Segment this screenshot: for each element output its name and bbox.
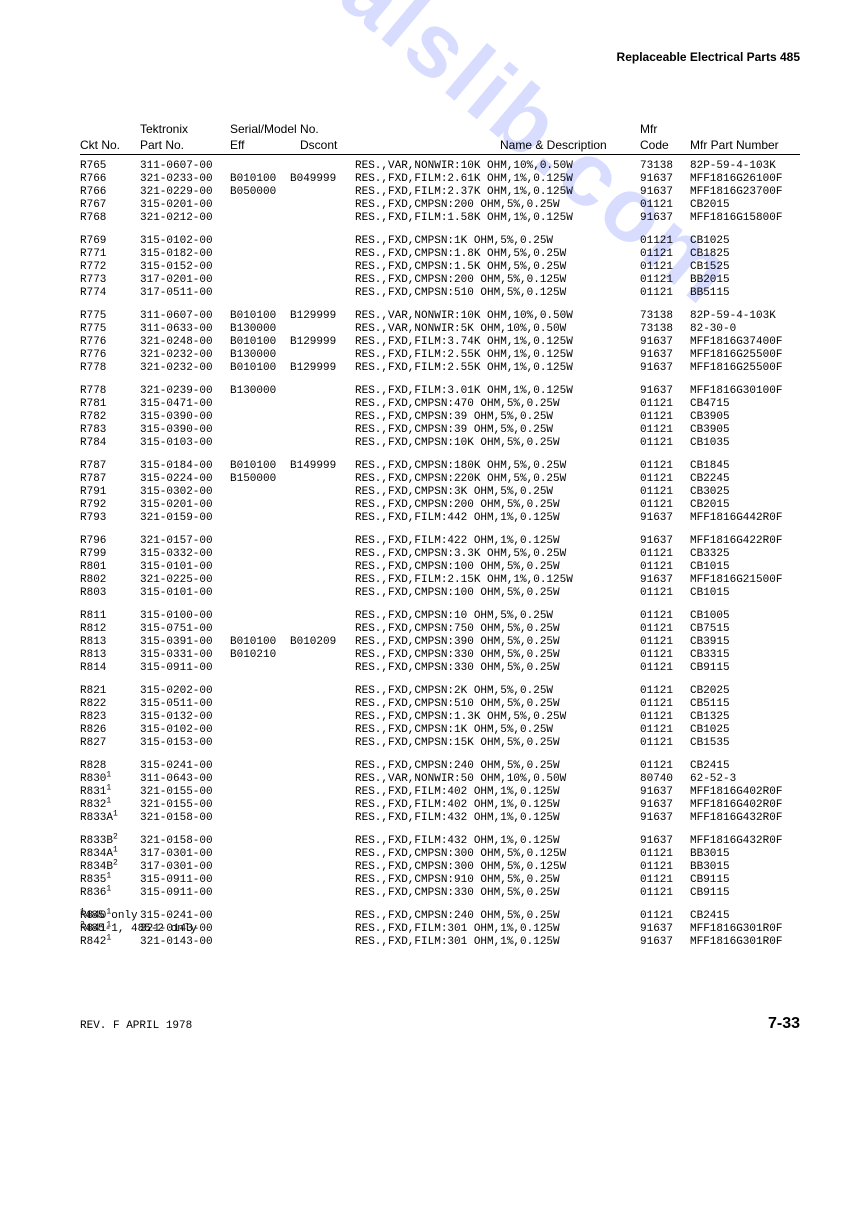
table-row: R814315-0911-00RES.,FXD,CMPSN:330 OHM,5%… [80,662,800,675]
table-row: R823315-0132-00RES.,FXD,CMPSN:1.3K OHM,5… [80,711,800,724]
table-row: R765311-0607-00RES.,VAR,NONWIR:10K OHM,1… [80,160,800,173]
table-row: R827315-0153-00RES.,FXD,CMPSN:15K OHM,5%… [80,737,800,750]
table-row: R799315-0332-00RES.,FXD,CMPSN:3.3K OHM,5… [80,548,800,561]
table-row: R776321-0232-00B130000RES.,FXD,FILM:2.55… [80,349,800,362]
footnote-2: 485-1, 485-2 only [85,923,197,935]
table-row: R787315-0224-00B150000RES.,FXD,CMPSN:220… [80,473,800,486]
table-row: R769315-0102-00RES.,FXD,CMPSN:1K OHM,5%,… [80,235,800,248]
table-row: R801315-0101-00RES.,FXD,CMPSN:100 OHM,5%… [80,561,800,574]
table-body: R765311-0607-00RES.,VAR,NONWIR:10K OHM,1… [80,160,800,949]
table-row: R782315-0390-00RES.,FXD,CMPSN:39 OHM,5%,… [80,411,800,424]
doc-title: Replaceable Electrical Parts 485 [617,50,800,64]
table-header: Ckt No. Tektronix Part No. Serial/Model … [80,120,800,155]
table-row: R812315-0751-00RES.,FXD,CMPSN:750 OHM,5%… [80,623,800,636]
col-serial-top: Serial/Model No. [230,122,319,136]
table-row: R834B2317-0301-00RES.,FXD,CMPSN:300 OHM,… [80,861,800,874]
table-row: R802321-0225-00RES.,FXD,FILM:2.15K OHM,1… [80,574,800,587]
table-row: R833B2321-0158-00RES.,FXD,FILM:432 OHM,1… [80,835,800,848]
table-row: R787315-0184-00B010100B149999RES.,FXD,CM… [80,460,800,473]
col-part-top: Tektronix [140,122,188,136]
table-row: R8301311-0643-00RES.,VAR,NONWIR:50 OHM,1… [80,773,800,786]
table-row: R766321-0229-00B050000RES.,FXD,FILM:2.37… [80,186,800,199]
table-row: R783315-0390-00RES.,FXD,CMPSN:39 OHM,5%,… [80,424,800,437]
table-row: R778321-0232-00B010100B129999RES.,FXD,FI… [80,362,800,375]
table-row: R811315-0100-00RES.,FXD,CMPSN:10 OHM,5%,… [80,610,800,623]
col-ckt: Ckt No. [80,138,120,152]
table-row: R834A1317-0301-00RES.,FXD,CMPSN:300 OHM,… [80,848,800,861]
table-row: R8351315-0911-00RES.,FXD,CMPSN:910 OHM,5… [80,874,800,887]
table-row: R771315-0182-00RES.,FXD,CMPSN:1.8K OHM,5… [80,248,800,261]
table-row: R821315-0202-00RES.,FXD,CMPSN:2K OHM,5%,… [80,685,800,698]
table-row: R8421321-0143-00RES.,FXD,FILM:301 OHM,1%… [80,936,800,949]
footnotes: 1485 only 2485-1, 485-2 only [80,910,197,936]
table-row: R773317-0201-00RES.,FXD,CMPSN:200 OHM,5%… [80,274,800,287]
col-part: Part No. [140,138,184,152]
table-row: R778321-0239-00B130000RES.,FXD,FILM:3.01… [80,385,800,398]
page-number: 7-33 [768,1015,800,1033]
table-row: R791315-0302-00RES.,FXD,CMPSN:3K OHM,5%,… [80,486,800,499]
table-row: R784315-0103-00RES.,FXD,CMPSN:10K OHM,5%… [80,437,800,450]
table-row: R775311-0633-00B130000RES.,VAR,NONWIR:5K… [80,323,800,336]
table-row: R8311321-0155-00RES.,FXD,FILM:402 OHM,1%… [80,786,800,799]
table-row: R768321-0212-00RES.,FXD,FILM:1.58K OHM,1… [80,212,800,225]
col-eff: Eff [230,138,244,152]
table-row: R767315-0201-00RES.,FXD,CMPSN:200 OHM,5%… [80,199,800,212]
footnote-1: 485 only [85,910,138,922]
table-row: R775311-0607-00B010100B129999RES.,VAR,NO… [80,310,800,323]
table-row: R781315-0471-00RES.,FXD,CMPSN:470 OHM,5%… [80,398,800,411]
table-row: R776321-0248-00B010100B129999RES.,FXD,FI… [80,336,800,349]
table-row: R772315-0152-00RES.,FXD,CMPSN:1.5K OHM,5… [80,261,800,274]
col-mpn: Mfr Part Number [690,138,779,152]
col-mfr-top: Mfr [640,122,657,136]
revision: REV. F APRIL 1978 [80,1020,192,1032]
table-row: R8321321-0155-00RES.,FXD,FILM:402 OHM,1%… [80,799,800,812]
table-row: R822315-0511-00RES.,FXD,CMPSN:510 OHM,5%… [80,698,800,711]
table-row: R766321-0233-00B010100B049999RES.,FXD,FI… [80,173,800,186]
table-row: R826315-0102-00RES.,FXD,CMPSN:1K OHM,5%,… [80,724,800,737]
table-row: R796321-0157-00RES.,FXD,FILM:422 OHM,1%,… [80,535,800,548]
table-row: R803315-0101-00RES.,FXD,CMPSN:100 OHM,5%… [80,587,800,600]
col-code: Code [640,138,669,152]
table-row: R813315-0391-00B010100B010209RES.,FXD,CM… [80,636,800,649]
table-row: R813315-0331-00B010210RES.,FXD,CMPSN:330… [80,649,800,662]
col-name: Name & Description [500,138,607,152]
table-row: R828315-0241-00RES.,FXD,CMPSN:240 OHM,5%… [80,760,800,773]
table-row: R8361315-0911-00RES.,FXD,CMPSN:330 OHM,5… [80,887,800,900]
table-row: R774317-0511-00RES.,FXD,CMPSN:510 OHM,5%… [80,287,800,300]
table-row: R793321-0159-00RES.,FXD,FILM:442 OHM,1%,… [80,512,800,525]
col-dscont: Dscont [300,138,337,152]
table-row: R792315-0201-00RES.,FXD,CMPSN:200 OHM,5%… [80,499,800,512]
table-row: R833A1321-0158-00RES.,FXD,FILM:432 OHM,1… [80,812,800,825]
